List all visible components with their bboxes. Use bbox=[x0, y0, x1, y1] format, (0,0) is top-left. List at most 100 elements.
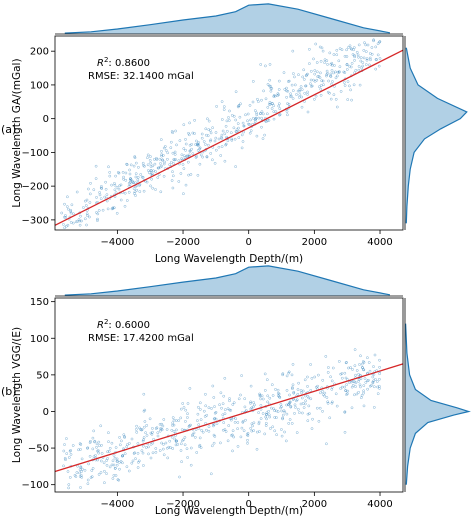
scatter-point bbox=[223, 428, 227, 431]
scatter-point bbox=[71, 444, 75, 447]
scatter-point bbox=[329, 375, 332, 379]
scatter-point bbox=[272, 95, 276, 98]
scatter-point bbox=[325, 396, 329, 399]
scatter-point bbox=[338, 47, 342, 51]
scatter-point bbox=[357, 43, 361, 47]
scatter-point bbox=[326, 400, 330, 404]
scatter-point bbox=[252, 116, 255, 120]
scatter-point bbox=[178, 139, 182, 142]
scatter-point bbox=[331, 80, 334, 83]
regression-line bbox=[54, 49, 404, 226]
scatter-point bbox=[151, 451, 155, 455]
scatter-points bbox=[60, 38, 382, 230]
scatter-point bbox=[187, 153, 191, 157]
scatter-point bbox=[222, 394, 226, 398]
scatter-point bbox=[285, 389, 289, 392]
scatter-point bbox=[113, 183, 117, 187]
scatter-point bbox=[297, 73, 300, 77]
scatter-point bbox=[255, 447, 259, 451]
scatter-point bbox=[198, 443, 202, 447]
scatter-point bbox=[123, 452, 127, 456]
scatter-point bbox=[264, 97, 268, 101]
scatter-point bbox=[146, 156, 149, 160]
scatter-point bbox=[154, 447, 158, 450]
scatter-point bbox=[140, 428, 144, 431]
scatter-point bbox=[364, 43, 368, 47]
scatter-point bbox=[270, 383, 274, 387]
scatter-point bbox=[196, 412, 200, 416]
scatter-point bbox=[120, 454, 124, 458]
scatter-point bbox=[157, 166, 161, 170]
scatter-point bbox=[315, 70, 319, 74]
scatter-point bbox=[260, 125, 263, 129]
scatter-point bbox=[236, 421, 240, 424]
scatter-point bbox=[257, 116, 261, 120]
scatter-point bbox=[234, 118, 238, 122]
scatter-point bbox=[182, 192, 185, 196]
scatter-point bbox=[328, 74, 332, 78]
scatter-point bbox=[146, 163, 150, 167]
scatter-point bbox=[222, 421, 226, 424]
scatter-point bbox=[105, 463, 109, 467]
scatter-point bbox=[195, 139, 198, 143]
scatter-point bbox=[313, 375, 317, 379]
scatter-point bbox=[280, 434, 284, 438]
scatter-point bbox=[134, 175, 138, 179]
scatter-point bbox=[352, 83, 356, 87]
scatter-point bbox=[79, 214, 82, 218]
scatter-point bbox=[110, 183, 113, 187]
scatter-point bbox=[299, 402, 303, 406]
scatter-point bbox=[136, 442, 140, 445]
scatter-point bbox=[179, 449, 183, 452]
scatter-point bbox=[326, 371, 330, 374]
scatter-point bbox=[359, 354, 362, 358]
scatter-point bbox=[134, 172, 138, 176]
scatter-point bbox=[219, 391, 223, 395]
scatter-point bbox=[209, 152, 213, 155]
scatter-point bbox=[144, 431, 147, 435]
scatter-point bbox=[282, 71, 286, 74]
scatter-point bbox=[207, 429, 211, 433]
scatter-point bbox=[171, 416, 175, 419]
scatter-point bbox=[345, 392, 349, 396]
scatter-point bbox=[118, 443, 122, 447]
scatter-point bbox=[165, 428, 169, 431]
scatter-point bbox=[160, 164, 164, 168]
scatter-point bbox=[174, 443, 178, 447]
scatter-point bbox=[80, 457, 84, 461]
scatter-point bbox=[253, 120, 257, 124]
scatter-point bbox=[141, 451, 145, 455]
scatter-point bbox=[143, 420, 147, 423]
scatter-point bbox=[142, 464, 145, 467]
scatter-point bbox=[162, 442, 165, 446]
scatter-point bbox=[174, 129, 177, 133]
scatter-point bbox=[119, 198, 123, 202]
scatter-point bbox=[213, 405, 216, 408]
scatter-point bbox=[173, 153, 177, 156]
scatter-point bbox=[358, 363, 361, 366]
scatter-point bbox=[198, 408, 202, 411]
scatter-point bbox=[330, 63, 334, 67]
scatter-point bbox=[139, 173, 143, 176]
scatter-point bbox=[191, 434, 194, 438]
scatter-point bbox=[98, 191, 101, 194]
scatter-point bbox=[172, 423, 176, 427]
y-tick-label: 200 bbox=[30, 47, 49, 58]
scatter-point bbox=[281, 416, 284, 420]
scatter-point bbox=[378, 365, 381, 369]
scatter-point bbox=[97, 451, 101, 455]
scatter-point bbox=[298, 93, 302, 97]
scatter-point bbox=[351, 53, 355, 56]
scatter-point bbox=[205, 428, 208, 432]
scatter-point bbox=[226, 139, 230, 143]
scatter-point bbox=[224, 124, 228, 128]
scatter-point bbox=[360, 66, 364, 70]
scatter-point bbox=[171, 170, 174, 174]
scatter-point bbox=[93, 439, 97, 443]
scatter-point bbox=[266, 400, 269, 404]
scatter-point bbox=[113, 456, 117, 460]
x-tick-label: 0 bbox=[246, 499, 252, 510]
scatter-point bbox=[77, 218, 81, 221]
scatter-point bbox=[372, 39, 375, 43]
scatter-point bbox=[286, 113, 289, 117]
